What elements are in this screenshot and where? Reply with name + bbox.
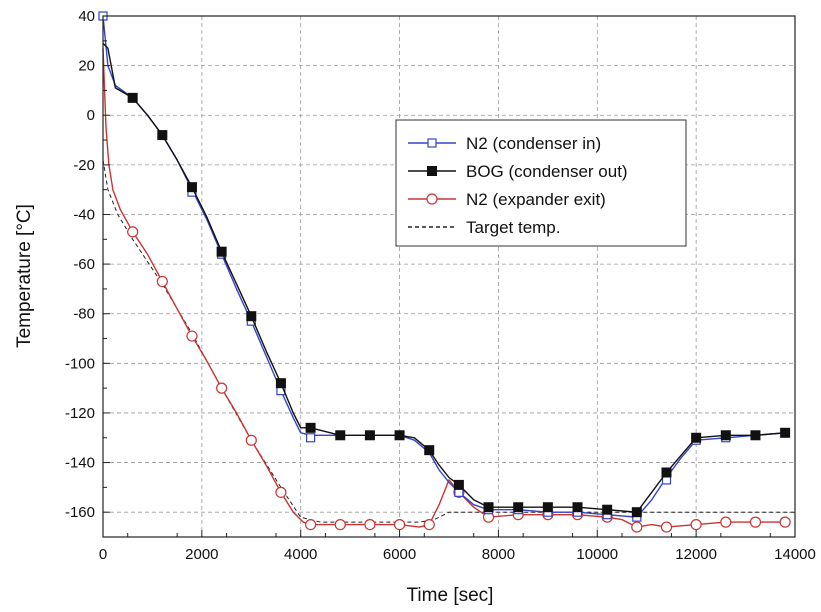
data-point	[216, 246, 227, 257]
data-point	[780, 427, 791, 438]
x-tick-label: 12000	[675, 546, 717, 563]
data-point	[394, 430, 405, 441]
y-tick-label: -80	[73, 306, 95, 323]
x-tick-label: 4000	[284, 546, 317, 563]
data-point	[423, 518, 435, 531]
x-tick-label: 10000	[576, 546, 618, 563]
y-axis-label: Temperature [°C]	[14, 204, 35, 348]
legend-label: N2 (expander exit)	[466, 190, 606, 209]
data-point	[335, 430, 346, 441]
x-tick-label: 0	[99, 546, 107, 563]
data-point	[483, 502, 494, 513]
data-point	[216, 382, 228, 394]
data-point	[750, 430, 761, 441]
data-point	[691, 432, 702, 443]
series-0	[98, 11, 790, 522]
data-point	[690, 518, 702, 531]
data-point	[245, 434, 257, 446]
series-line	[102, 15, 786, 518]
series-line	[102, 42, 786, 513]
data-point	[631, 521, 643, 533]
legend-label: Target temp.	[466, 218, 561, 237]
data-point	[660, 521, 673, 533]
legend-item: N2 (condenser in)	[408, 134, 601, 153]
axis-ticks: 0 2000 4000 6000 8000 10000 12000 14000 40 20 0 -20…	[65, 8, 816, 563]
series-1	[102, 42, 791, 518]
data-point	[334, 518, 346, 531]
y-tick-label: -60	[73, 256, 95, 273]
data-point	[127, 92, 138, 103]
data-point	[453, 479, 464, 490]
series-layer	[98, 11, 795, 533]
data-point	[393, 518, 406, 531]
data-point	[364, 518, 376, 531]
data-point	[156, 275, 168, 288]
plot-frame	[102, 15, 796, 538]
y-tick-label: -160	[65, 504, 95, 521]
legend-label: BOG (condenser out)	[466, 162, 628, 181]
y-tick-label: -140	[65, 455, 95, 472]
y-tick-label: -40	[73, 206, 95, 223]
legend: N2 (condenser in) BOG (condenser out) N2 (…	[395, 119, 687, 247]
y-tick-label: 0	[87, 107, 95, 124]
data-point	[424, 445, 435, 456]
data-point	[513, 502, 524, 513]
legend-item: BOG (condenser out)	[408, 162, 628, 181]
data-point	[602, 504, 613, 515]
data-point	[246, 311, 257, 322]
legend-marker	[427, 166, 437, 176]
data-point	[720, 516, 732, 528]
data-point	[661, 467, 672, 478]
y-tick-label: -20	[73, 157, 95, 174]
y-tick-label: 40	[78, 8, 95, 25]
x-tick-label: 14000	[774, 546, 816, 563]
data-point	[186, 182, 197, 193]
x-tick-label: 2000	[185, 546, 218, 563]
legend-box	[395, 119, 687, 247]
data-point	[779, 516, 791, 528]
data-point	[157, 130, 168, 141]
data-point	[186, 330, 198, 342]
y-tick-label: -100	[65, 355, 95, 372]
data-point	[275, 486, 287, 498]
legend-item: N2 (expander exit)	[408, 190, 606, 209]
y-tick-label: -120	[65, 405, 95, 422]
data-point	[305, 518, 317, 531]
legend-label: N2 (condenser in)	[466, 134, 601, 153]
data-point	[127, 226, 139, 238]
legend-item: Target temp.	[408, 218, 561, 237]
x-tick-label: 6000	[383, 546, 416, 563]
data-point	[631, 507, 642, 518]
data-point	[720, 430, 731, 441]
data-point	[364, 430, 375, 441]
legend-marker	[426, 193, 438, 205]
data-point	[572, 502, 583, 513]
data-point	[275, 378, 286, 389]
data-point	[305, 422, 316, 433]
y-tick-label: 20	[78, 58, 95, 75]
legend-marker	[427, 138, 437, 148]
data-point	[542, 502, 553, 513]
x-tick-label: 8000	[482, 546, 515, 563]
grid-lines	[103, 16, 795, 537]
data-point	[749, 516, 762, 528]
x-axis-label: Time [sec]	[407, 585, 494, 606]
data-point	[306, 433, 316, 443]
